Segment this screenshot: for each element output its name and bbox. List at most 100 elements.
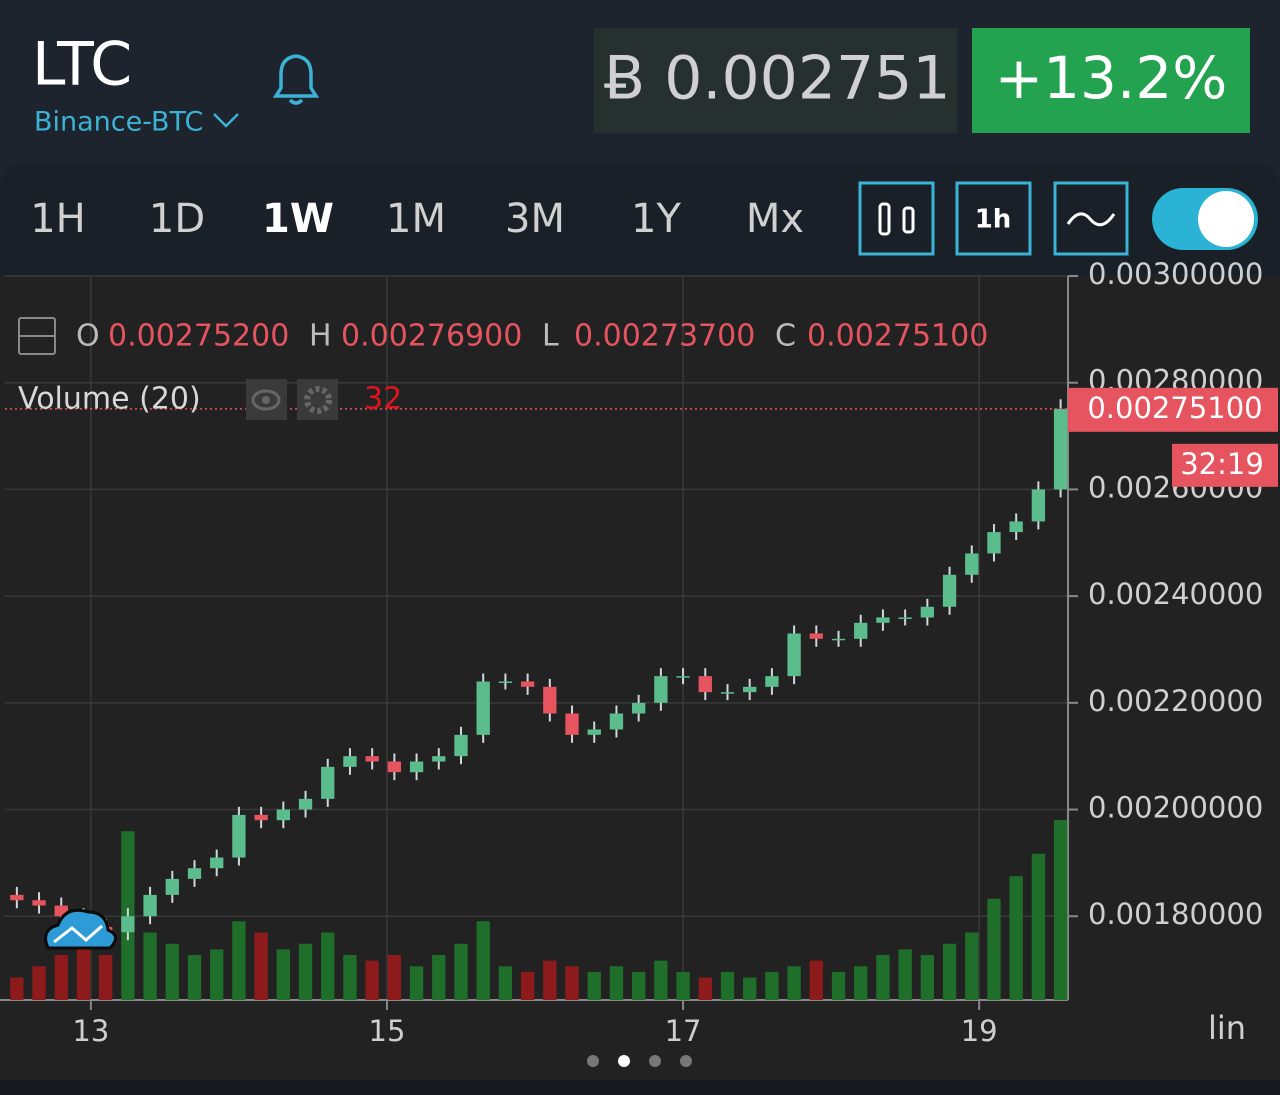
- dot: [618, 1055, 630, 1067]
- line-button[interactable]: [1053, 181, 1129, 256]
- volume-bar: [343, 955, 357, 1000]
- x-tick-label: 15: [369, 1014, 406, 1048]
- candle-body: [121, 916, 135, 933]
- dot: [649, 1055, 661, 1067]
- candle-body: [321, 766, 335, 799]
- bell-clapper: [288, 98, 304, 105]
- y-tick-label: 0.00180000: [1088, 897, 1263, 931]
- candle-body: [387, 761, 402, 773]
- ohlc-value: 0.00276900: [341, 319, 522, 354]
- x-tick-label: 17: [665, 1014, 702, 1048]
- dot: [680, 1055, 692, 1067]
- volume-bar: [232, 921, 246, 1000]
- candle-body: [831, 638, 846, 641]
- candle-body: [1031, 489, 1046, 522]
- interval-tab[interactable]: 3M: [505, 196, 565, 242]
- symbol: LTC: [32, 30, 132, 100]
- volume-bar: [1009, 876, 1023, 1000]
- interval-tab[interactable]: 1Y: [631, 196, 681, 242]
- alert-bell[interactable]: [272, 54, 320, 105]
- page-dots: [587, 1055, 692, 1067]
- volume-bar: [32, 966, 46, 1000]
- candle-body: [565, 713, 579, 735]
- candle-body: [787, 633, 801, 677]
- resolution: 1h: [975, 205, 1012, 235]
- volume-bar: [99, 955, 113, 1000]
- candle-icon: [902, 206, 915, 234]
- interval-tabs: 1H 1D 1W 1M 3M 1Y Mx: [30, 196, 804, 242]
- volume-now: 32: [364, 382, 402, 417]
- volume-bar: [498, 966, 513, 1000]
- candle-body: [743, 686, 757, 693]
- candle-icon: [878, 202, 891, 236]
- candle-body: [854, 622, 868, 639]
- candle-body: [942, 574, 957, 607]
- candle-body: [920, 606, 935, 618]
- candle-body: [543, 686, 557, 714]
- candle-body: [232, 814, 246, 858]
- button-frame: [1053, 181, 1129, 256]
- volume-bar: [432, 955, 446, 1000]
- volume-bar: [76, 943, 91, 1000]
- interval-tab[interactable]: 1M: [386, 196, 446, 242]
- candle-body: [631, 702, 646, 714]
- volume-bar: [631, 971, 646, 1000]
- volume-bar: [54, 955, 68, 1000]
- interval-tab[interactable]: 1D: [149, 196, 205, 242]
- scale-mode[interactable]: lin: [1208, 1009, 1246, 1047]
- candle-body: [409, 761, 424, 773]
- chart: 0.00180000 0.00200000 0.00220000 0.00240000…: [0, 257, 1278, 1048]
- candle-body: [10, 894, 24, 901]
- interval-tab[interactable]: 1W: [262, 196, 334, 242]
- volume-bar: [609, 966, 624, 1000]
- interval-tab[interactable]: 1H: [30, 196, 86, 242]
- countdown: 32:19: [1180, 447, 1264, 481]
- volume-bar: [409, 966, 424, 1000]
- volume-bar: [743, 977, 757, 1000]
- toggle-knob: [1198, 191, 1254, 247]
- volume-bar: [454, 943, 468, 1000]
- volume-bar: [143, 932, 157, 1000]
- exchange[interactable]: Binance-BTC: [34, 107, 203, 138]
- ohlc-toggle[interactable]: [18, 317, 56, 355]
- ohlc-key: O: [76, 319, 100, 354]
- candle-body: [609, 713, 624, 730]
- volume-bar: [187, 955, 202, 1000]
- volume-bar: [942, 943, 957, 1000]
- volume-bar: [676, 971, 690, 1000]
- volume-settings[interactable]: [297, 379, 338, 420]
- gear-icon: [304, 386, 332, 414]
- x-tick-label: 13: [72, 1014, 109, 1048]
- volume-bar: [210, 949, 224, 1000]
- candle-body: [343, 756, 357, 767]
- chevron: [213, 113, 239, 128]
- volume-bar: [1053, 820, 1068, 1000]
- toggle[interactable]: [1152, 188, 1258, 250]
- x-tick-label: 19: [961, 1014, 998, 1048]
- candle-body: [765, 676, 779, 687]
- resolution-button[interactable]: 1h: [955, 181, 1032, 256]
- button-frame: [858, 181, 935, 256]
- candle-body: [676, 676, 690, 678]
- y-tick-label: 0.00220000: [1088, 684, 1263, 718]
- volume-bar: [654, 960, 668, 1000]
- volume-bar: [854, 966, 868, 1000]
- volume-bar: [321, 932, 335, 1000]
- exchange-select[interactable]: Binance-BTC: [34, 107, 239, 138]
- interval-tab[interactable]: Mx: [746, 196, 804, 242]
- volume-bar: [809, 960, 823, 1000]
- volume-bar: [898, 949, 912, 1000]
- ohlc-value: 0.00273700: [574, 319, 755, 354]
- candle-body: [432, 756, 446, 762]
- candle-button[interactable]: [858, 181, 935, 256]
- ohlc-value: 0.00275200: [108, 319, 289, 354]
- volume-bar: [720, 971, 735, 1000]
- bell-body: [272, 54, 320, 98]
- volume-visibility[interactable]: [246, 379, 287, 420]
- volume-bar: [1031, 853, 1046, 1000]
- price: Ƀ 0.002751: [604, 44, 951, 114]
- candle-body: [32, 900, 46, 906]
- ohlc-key: H: [309, 319, 332, 354]
- eye-icon: [251, 389, 281, 411]
- volume-label: Volume (20): [18, 382, 201, 417]
